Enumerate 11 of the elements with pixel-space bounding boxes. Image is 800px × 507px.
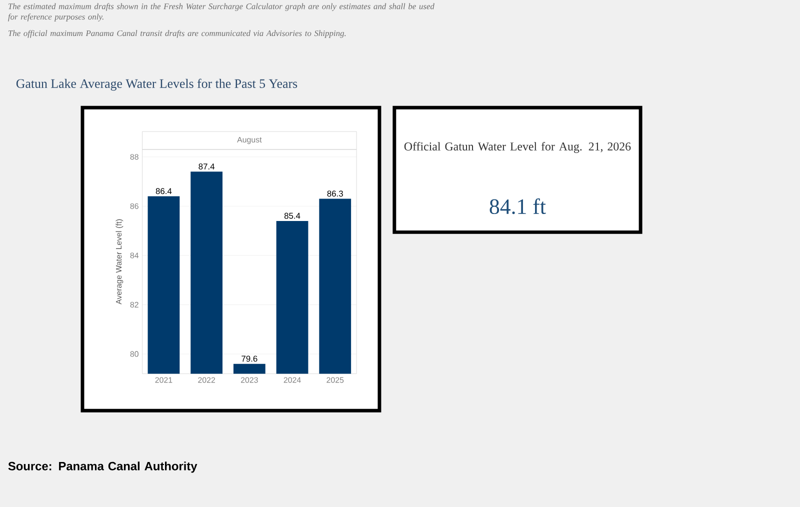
text: The official maximum Panama Canal transit drafts are communicated via Advisories to Shipping. [8, 30, 346, 38]
data-label: 86.3 [327, 190, 343, 196]
text: 84.1 ft [490, 198, 546, 214]
chart-title: Gatun Lake Average Water Levels for the Past 5 Years [16, 78, 298, 91]
text: The estimated maximum drafts shown in the Fresh Water Surcharge Calculator graph are only estimates and shall be used for reference purposes only. [8, 3, 434, 22]
data-label: 87.4 [198, 163, 215, 170]
data-label: 79.6 [242, 356, 258, 362]
source-note: Source: Panama Canal Authority [8, 461, 198, 473]
data-label: 85.4 [284, 212, 300, 219]
data-label: 86.4 [156, 188, 172, 194]
text: Official Gatun Water Level for Aug. 21, 2026 [404, 142, 631, 153]
